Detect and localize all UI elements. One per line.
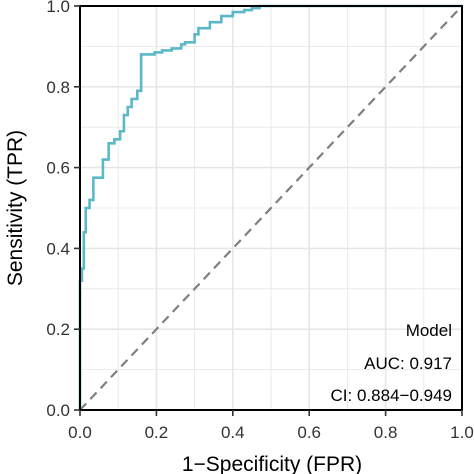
x-tick-label: 0.2: [145, 423, 169, 442]
y-axis-title: Sensitivity (TPR): [4, 130, 27, 286]
y-tick-label: 0.0: [46, 401, 70, 420]
x-tick-label: 0.0: [68, 423, 92, 442]
diagonal-reference-layer: [79, 5, 463, 411]
y-tick-label: 1.0: [46, 0, 70, 16]
x-tick-label: 0.4: [221, 423, 245, 442]
x-axis-title: 1−Specificity (FPR): [182, 453, 362, 474]
x-tick-label: 0.6: [297, 423, 321, 442]
annotation-layer: Model AUC: 0.917 CI: 0.884−0.949: [331, 321, 452, 405]
diagonal-reference-line: [79, 5, 463, 411]
annotation-text: CI: 0.884−0.949: [331, 386, 452, 405]
tick-layer: 0.0 0.2 0.4 0.6 0.8 1.0 0.0 0.2 0.4 0.6 0.8 1.0: [46, 0, 473, 442]
annotation-text: Model: [406, 321, 452, 340]
roc-curve-layer: [78, 4, 462, 410]
plot-frame-layer: [79, 5, 463, 411]
y-tick-label: 0.6: [46, 159, 70, 178]
x-tick-label: 0.8: [374, 423, 398, 442]
y-tick-label: 0.8: [46, 78, 70, 97]
plot-frame: [79, 5, 463, 411]
x-tick-label: 1.0: [450, 423, 474, 442]
y-tick-label: 0.2: [46, 320, 70, 339]
y-tick-label: 0.4: [46, 239, 70, 258]
roc-curve-line: [78, 4, 462, 410]
annotation-text: AUC: 0.917: [364, 354, 452, 373]
